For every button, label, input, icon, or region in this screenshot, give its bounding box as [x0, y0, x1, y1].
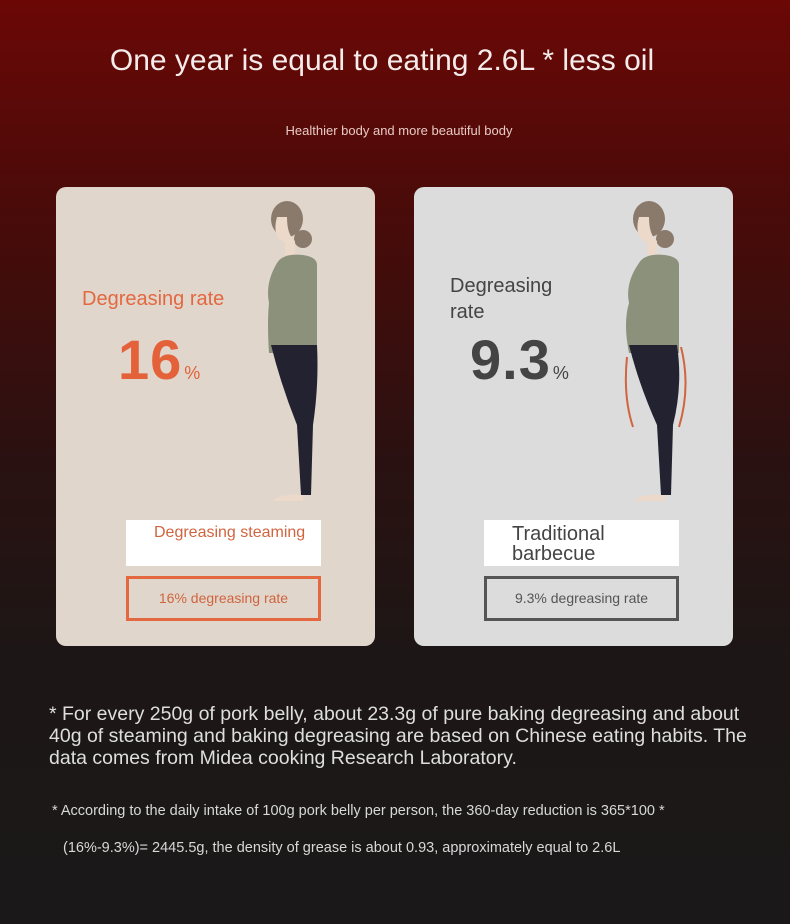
footnote-calculation-line2: (16%-9.3%)= 2445.5g, the density of grea… [63, 840, 621, 856]
method-label: Traditional barbecue [484, 520, 679, 566]
barbecue-card: Degreasing rate 9.3% Traditional barbecu… [414, 187, 733, 646]
steaming-card: Degreasing rate 16% Degreasing steaming … [56, 187, 375, 646]
degreasing-rate-value: 9.3% [470, 328, 570, 391]
woman-figure-fuller-icon [624, 201, 687, 501]
page-title: One year is equal to eating 2.6L * less … [109, 44, 655, 77]
rate-badge: 9.3% degreasing rate [484, 576, 679, 621]
woman-figure-slim-icon [268, 201, 318, 501]
degreasing-rate-label: Degreasing rate [82, 288, 225, 310]
rate-badge: 16% degreasing rate [126, 576, 321, 621]
footnote-source: * For every 250g of pork belly, about 23… [49, 703, 747, 769]
degreasing-rate-label: Degreasing rate [450, 275, 553, 323]
method-label: Degreasing steaming [126, 520, 321, 566]
page-subtitle: Healthier body and more beautiful body [285, 123, 513, 138]
footnote-calculation-line1: * According to the daily intake of 100g … [52, 803, 665, 819]
degreasing-rate-value: 16% [118, 328, 202, 391]
